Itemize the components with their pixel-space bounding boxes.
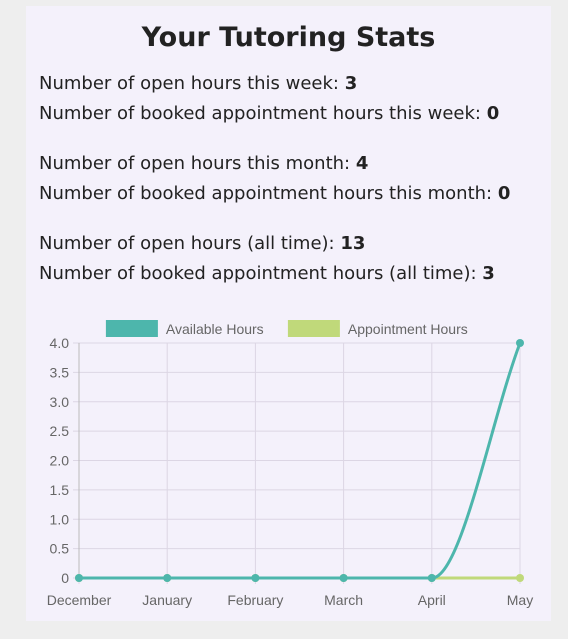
stat-label: Number of booked appointment hours this … — [39, 183, 498, 204]
stat-value: 13 — [340, 233, 366, 254]
line-chart: 0 0.5 1.0 1.5 2.0 2.5 3.0 3.5 4.0 December January… — [47, 320, 533, 608]
stat-open-week: Number of open hours this week: 3 — [39, 69, 510, 99]
stat-group-all-time: Number of open hours (all time): 13 Numb… — [39, 229, 510, 289]
stat-label: Number of booked appointment hours (all … — [39, 263, 483, 284]
stat-group-month: Number of open hours this month: 4 Numbe… — [39, 149, 510, 209]
stat-group-week: Number of open hours this week: 3 Number… — [39, 69, 510, 129]
y-tick-label: 2.0 — [50, 453, 70, 469]
stat-label: Number of booked appointment hours this … — [39, 103, 487, 124]
y-tick-label: 1.5 — [50, 482, 70, 498]
page-title: Your Tutoring Stats — [141, 22, 436, 53]
x-tick-label: May — [507, 592, 533, 608]
y-tick-label: 0.5 — [50, 541, 70, 557]
x-tick-label: March — [324, 592, 363, 608]
legend-label-appointment-hours: Appointment Hours — [348, 321, 468, 337]
stat-label: Number of open hours (all time): — [39, 233, 341, 254]
stat-value: 4 — [355, 153, 369, 174]
x-tick-label: April — [418, 592, 446, 608]
x-tick-label: January — [142, 592, 192, 608]
legend-label-available-hours: Available Hours — [166, 321, 264, 337]
stat-open-month: Number of open hours this month: 4 — [39, 149, 510, 179]
stat-booked-all-time: Number of booked appointment hours (all … — [39, 259, 510, 289]
y-tick-label: 0 — [61, 570, 69, 586]
y-tick-label: 3.0 — [50, 394, 70, 410]
stat-label: Number of open hours this month: — [39, 153, 356, 174]
stat-booked-week: Number of booked appointment hours this … — [39, 99, 510, 129]
stat-value: 3 — [482, 263, 495, 284]
stats-list: Number of open hours this week: 3 Number… — [39, 69, 510, 309]
data-point-available-hours — [163, 574, 172, 582]
stat-value: 0 — [497, 183, 511, 204]
x-tick-label: December — [47, 592, 112, 608]
y-tick-label: 1.0 — [50, 511, 70, 527]
legend-swatch-available-hours — [105, 320, 158, 337]
stat-label: Number of open hours this week: — [39, 73, 345, 94]
y-tick-label: 3.5 — [50, 364, 70, 380]
y-tick-label: 2.5 — [50, 423, 70, 439]
stats-card: Your Tutoring Stats Number of open hours… — [26, 6, 551, 621]
legend-swatch-appointment-hours — [287, 320, 340, 337]
y-tick-label: 4.0 — [50, 335, 70, 351]
stat-booked-month: Number of booked appointment hours this … — [39, 179, 510, 209]
data-point-available-hours — [75, 574, 83, 582]
stat-value: 3 — [344, 73, 358, 94]
x-tick-label: February — [227, 592, 283, 608]
data-point-appointment-hours — [516, 574, 524, 582]
stat-value: 0 — [486, 103, 500, 124]
stat-open-all-time: Number of open hours (all time): 13 — [39, 229, 510, 259]
data-point-available-hours — [427, 574, 436, 582]
data-point-available-hours — [251, 574, 260, 582]
data-point-available-hours — [516, 339, 524, 347]
data-point-available-hours — [339, 574, 348, 582]
